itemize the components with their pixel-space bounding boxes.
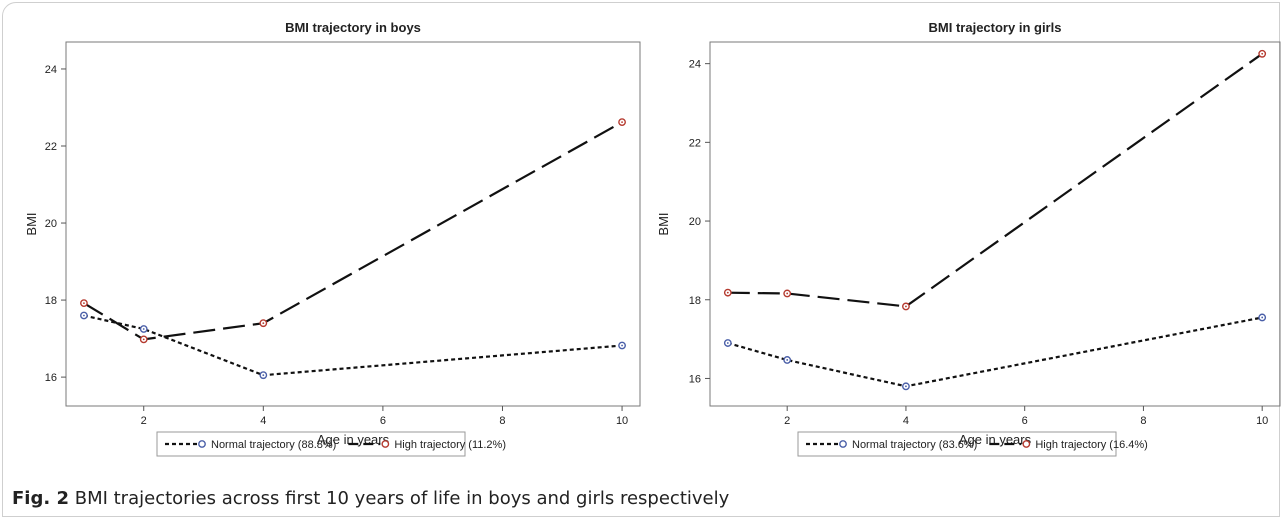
y-tick-label: 18 <box>689 295 701 307</box>
x-tick-label: 4 <box>903 415 909 427</box>
data-point-center <box>621 121 623 124</box>
legend-label: High trajectory (11.2%) <box>394 439 506 451</box>
x-tick-label: 4 <box>260 415 266 427</box>
data-point-center <box>1261 316 1264 319</box>
data-point-center <box>786 292 789 295</box>
data-point-center <box>621 344 623 347</box>
legend-marker <box>381 440 390 448</box>
series-line-high <box>83 121 623 341</box>
chart-title: BMI trajectory in girls <box>929 20 1062 35</box>
legend-box <box>156 431 466 457</box>
plot-area <box>709 41 1281 407</box>
y-tick-label: 22 <box>45 141 57 153</box>
y-tick-label: 20 <box>45 218 57 230</box>
legend-label: High trajectory (16.4%) <box>1035 439 1148 451</box>
legend-marker <box>198 440 206 448</box>
y-tick-label: 20 <box>689 216 701 228</box>
data-point-center <box>726 291 729 294</box>
caption-label: Fig. 2 <box>12 488 69 509</box>
y-axis-label: BMI <box>24 212 39 235</box>
caption-text: BMI trajectories across first 10 years o… <box>74 488 730 509</box>
plot-area <box>65 41 641 407</box>
data-point-center <box>83 314 85 317</box>
data-point-center <box>905 305 907 308</box>
x-tick-label: 6 <box>1022 415 1028 427</box>
y-tick-label: 16 <box>689 373 701 385</box>
legend-label: Normal trajectory (88.8%) <box>211 439 336 451</box>
chart-title: BMI trajectory in boys <box>285 20 421 35</box>
x-tick-label: 8 <box>499 415 505 427</box>
data-point-center <box>786 359 789 361</box>
figure-caption: Fig. 2 BMI trajectories across first 10 … <box>12 488 729 509</box>
x-tick-label: 10 <box>1256 415 1268 427</box>
y-tick-label: 24 <box>689 59 701 71</box>
data-point-center <box>905 385 907 388</box>
series-line-normal <box>83 314 623 377</box>
y-tick-label: 18 <box>45 295 57 307</box>
x-tick-label: 8 <box>1140 415 1146 427</box>
data-point-center <box>83 302 85 305</box>
legend-box <box>797 431 1117 457</box>
data-point-center <box>142 328 145 330</box>
legend-marker <box>839 440 847 448</box>
x-tick-label: 6 <box>380 415 386 427</box>
x-tick-label: 2 <box>141 415 147 427</box>
series-line-high <box>727 52 1263 308</box>
y-tick-label: 22 <box>689 137 701 149</box>
y-tick-label: 16 <box>45 372 57 384</box>
data-point-center <box>262 374 265 377</box>
x-tick-label: 2 <box>784 415 790 427</box>
series-line-normal <box>727 316 1263 388</box>
legend-label: Normal trajectory (83.6%) <box>852 439 977 451</box>
y-tick-label: 24 <box>45 64 57 76</box>
y-axis-label: BMI <box>656 212 671 235</box>
data-point-center <box>142 338 145 341</box>
legend-marker <box>1022 440 1031 448</box>
data-point-center <box>1261 52 1264 55</box>
data-point-center <box>262 322 265 325</box>
x-tick-label: 10 <box>616 415 628 427</box>
data-point-center <box>726 342 729 344</box>
